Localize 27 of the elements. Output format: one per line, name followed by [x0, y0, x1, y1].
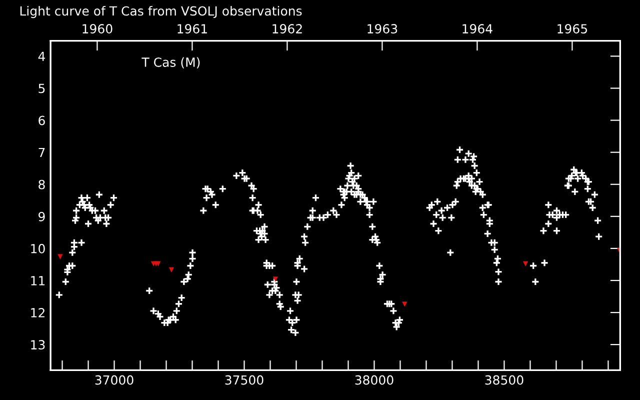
x2-tick-label: 1961 [178, 24, 207, 34]
x2-tick-label: 1962 [272, 24, 302, 34]
y-tick-label: 7 [38, 148, 45, 158]
annotation: T Cas (M) [142, 57, 200, 68]
x2-tick-label: 1965 [558, 24, 587, 34]
y-tick-label: 4 [38, 52, 45, 61]
y-tick-label: 5 [38, 84, 45, 94]
point [168, 267, 174, 273]
y-tick-label: 6 [38, 116, 45, 126]
x-tick-label: 37500 [225, 375, 264, 385]
x-tick-label: 38500 [485, 375, 524, 385]
y-tick-label: 10 [31, 244, 45, 254]
chart-title: Light curve of T Cas from VSOLJ observations [20, 6, 302, 18]
x2-tick-label: 1960 [82, 24, 112, 34]
point [522, 261, 528, 266]
y-tick-label: 8 [38, 180, 45, 190]
y-tick-label: 11 [31, 276, 45, 286]
point [272, 276, 278, 282]
x2-tick-label: 1964 [462, 24, 492, 34]
y-tick-label: 12 [31, 308, 44, 318]
x-tick-label: 38000 [355, 375, 394, 385]
y-tick-label: 9 [38, 212, 45, 222]
x2-tick-label: 1963 [368, 24, 398, 34]
point [402, 302, 408, 307]
x-tick-label: 37000 [95, 375, 134, 385]
y-tick-label: 13 [31, 340, 45, 350]
point [58, 254, 63, 260]
